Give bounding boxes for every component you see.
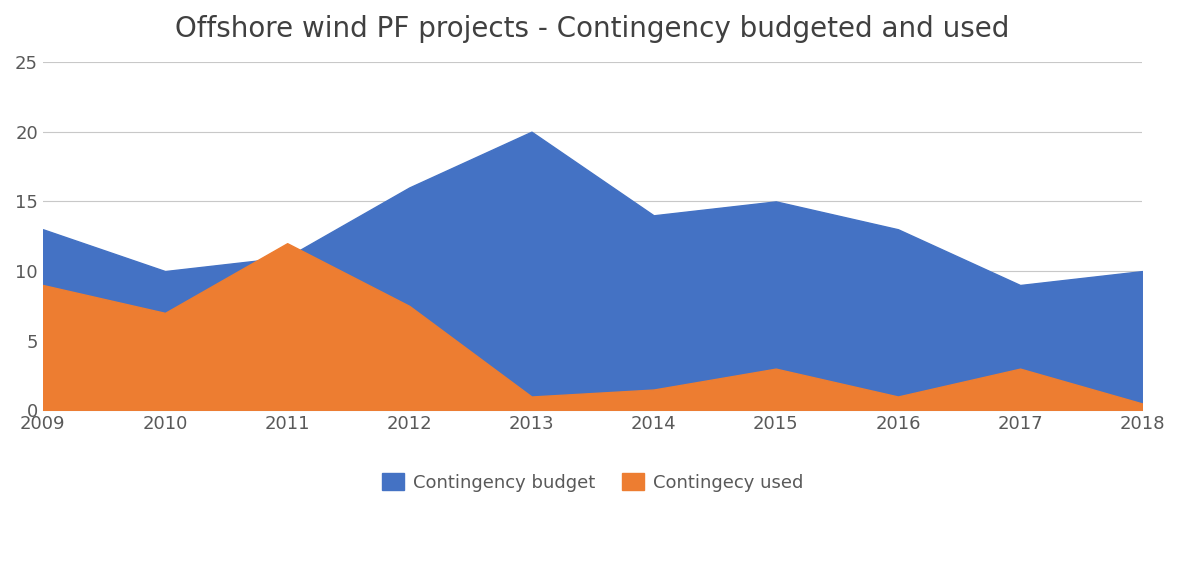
Legend: Contingency budget, Contingecy used: Contingency budget, Contingecy used [375,466,811,499]
Title: Offshore wind PF projects - Contingency budgeted and used: Offshore wind PF projects - Contingency … [176,15,1010,43]
